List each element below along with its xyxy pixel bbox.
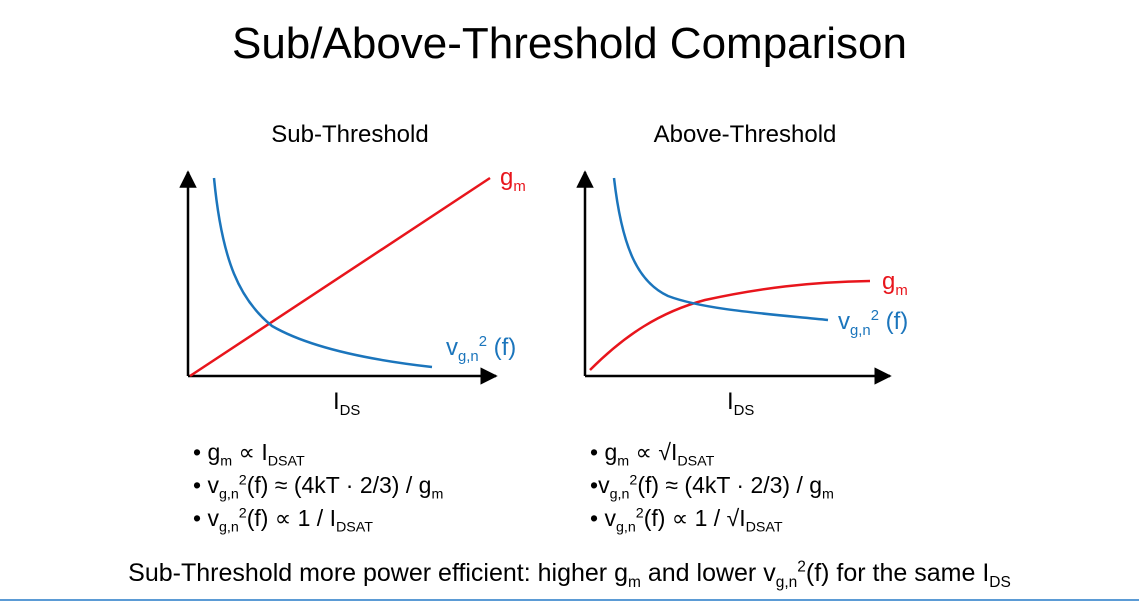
left-gm-label: gm bbox=[500, 164, 526, 195]
bullet-item: •vg,n2(f) ≈ (4kT · 2/3) / gm bbox=[590, 472, 834, 503]
bullet-item: • vg,n2(f) ≈ (4kT · 2/3) / gm bbox=[193, 472, 444, 503]
right-vgn-curve bbox=[612, 177, 829, 322]
right-x-axis-label: IDS bbox=[727, 388, 755, 419]
bullet-item: • vg,n2(f) ∝ 1 / √IDSAT bbox=[590, 505, 783, 536]
above-threshold-bullets: • gm ∝ √IDSAT •vg,n2(f) ≈ (4kT · 2/3) / … bbox=[590, 436, 834, 535]
above-threshold-plot-title: Above-Threshold bbox=[653, 121, 837, 148]
bottom-divider bbox=[0, 599, 1139, 601]
bullet-item: • vg,n2(f) ∝ 1 / IDSAT bbox=[193, 505, 373, 536]
left-gm-curve bbox=[189, 176, 491, 378]
sub-threshold-plot-title: Sub-Threshold bbox=[271, 121, 429, 148]
right-vgn-label: vg,n2 (f) bbox=[838, 308, 909, 339]
right-gm-curve bbox=[589, 279, 871, 371]
sub-threshold-bullets: • gm ∝ IDSAT • vg,n2(f) ≈ (4kT · 2/3) / … bbox=[193, 436, 443, 535]
left-vgn-label: vg,n2 (f) bbox=[446, 334, 517, 365]
right-gm-label: gm bbox=[882, 268, 908, 299]
bullet-item: • gm ∝ √IDSAT bbox=[590, 439, 715, 470]
slide-title: Sub/Above-Threshold Comparison bbox=[231, 19, 908, 68]
left-x-axis-label: IDS bbox=[333, 388, 361, 419]
bullet-item: • gm ∝ IDSAT bbox=[193, 439, 305, 470]
left-vgn-curve bbox=[212, 177, 433, 369]
conclusion-text: Sub-Threshold more power efficient: high… bbox=[128, 558, 1011, 591]
